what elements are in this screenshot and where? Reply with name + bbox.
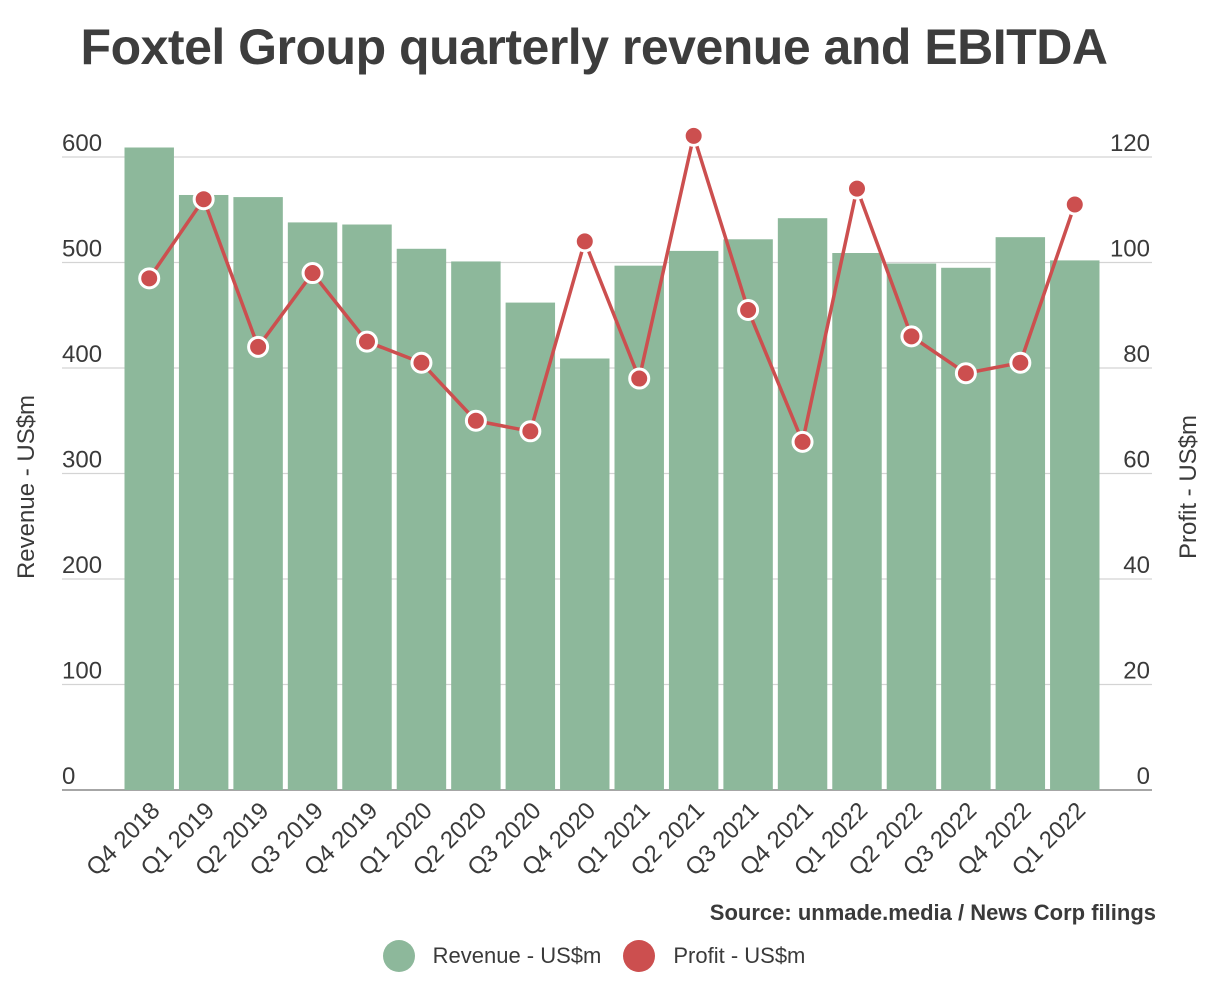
revenue-bar[interactable] bbox=[505, 302, 556, 790]
chart-title: Foxtel Group quarterly revenue and EBITD… bbox=[80, 19, 1108, 75]
profit-point[interactable] bbox=[628, 367, 651, 390]
left-tick-label: 600 bbox=[62, 130, 102, 157]
profit-point[interactable] bbox=[573, 230, 596, 253]
revenue-bar[interactable] bbox=[832, 253, 882, 790]
profit-point[interactable] bbox=[954, 362, 977, 385]
revenue-bar[interactable] bbox=[614, 265, 664, 790]
revenue-bar[interactable] bbox=[396, 248, 447, 790]
revenue-bar[interactable] bbox=[451, 261, 501, 790]
right-tick-label: 40 bbox=[1123, 552, 1150, 579]
revenue-bar[interactable] bbox=[124, 147, 174, 790]
legend-swatch-profit bbox=[623, 940, 656, 972]
profit-point[interactable] bbox=[410, 351, 433, 374]
legend-item-profit[interactable]: Profit - US$m bbox=[623, 940, 805, 972]
revenue-bar[interactable] bbox=[668, 250, 719, 790]
revenue-bar[interactable] bbox=[178, 194, 229, 791]
right-tick-label: 120 bbox=[1110, 130, 1150, 157]
revenue-bar[interactable] bbox=[560, 358, 610, 790]
profit-point[interactable] bbox=[1009, 351, 1032, 374]
profit-point[interactable] bbox=[192, 188, 215, 211]
revenue-bar[interactable] bbox=[723, 239, 773, 791]
revenue-bar[interactable] bbox=[941, 267, 991, 790]
profit-point[interactable] bbox=[791, 430, 814, 453]
left-tick-label: 500 bbox=[62, 236, 102, 263]
profit-point[interactable] bbox=[737, 298, 760, 321]
revenue-bars bbox=[124, 147, 1100, 791]
revenue-bar[interactable] bbox=[287, 222, 338, 790]
profit-point[interactable] bbox=[846, 177, 868, 200]
chart-plot: 0 100 200 300 400 500 600 0 20 40 60 80 100 120 Q4 2… bbox=[13, 124, 1202, 881]
profit-point[interactable] bbox=[519, 420, 542, 443]
left-tick-label: 100 bbox=[62, 658, 102, 685]
right-tick-label: 100 bbox=[1110, 236, 1150, 263]
profit-point[interactable] bbox=[1063, 193, 1086, 216]
profit-point[interactable] bbox=[138, 267, 161, 290]
profit-point[interactable] bbox=[247, 335, 270, 358]
profit-points bbox=[138, 124, 1086, 453]
revenue-bar[interactable] bbox=[777, 218, 828, 790]
revenue-bar[interactable] bbox=[886, 263, 937, 790]
left-tick-label: 300 bbox=[62, 447, 102, 474]
profit-point[interactable] bbox=[464, 409, 487, 432]
right-tick-label: 0 bbox=[1137, 763, 1150, 790]
right-tick-label: 20 bbox=[1123, 658, 1150, 685]
legend-swatch-revenue bbox=[382, 940, 415, 972]
profit-point[interactable] bbox=[301, 262, 324, 285]
legend-label-revenue: Revenue - US$m bbox=[432, 943, 602, 968]
profit-point[interactable] bbox=[900, 325, 923, 348]
right-axis-ticks: 0 20 40 60 80 100 120 bbox=[1110, 130, 1150, 790]
right-tick-label: 60 bbox=[1123, 447, 1150, 474]
legend-item-revenue[interactable]: Revenue - US$m bbox=[382, 940, 602, 972]
legend-label-profit: Profit - US$m bbox=[673, 943, 806, 968]
profit-point[interactable] bbox=[356, 330, 378, 353]
revenue-bar[interactable] bbox=[995, 237, 1046, 790]
left-axis-ticks: 0 100 200 300 400 500 600 bbox=[62, 130, 102, 790]
profit-point[interactable] bbox=[682, 124, 705, 147]
source-note: Source: unmade.media / News Corp filings bbox=[709, 900, 1156, 925]
left-tick-label: 400 bbox=[62, 341, 102, 368]
revenue-bar[interactable] bbox=[1050, 260, 1100, 790]
right-tick-label: 80 bbox=[1123, 341, 1150, 368]
y-axis-title: Revenue - US$m bbox=[13, 395, 40, 579]
left-tick-label: 0 bbox=[62, 763, 75, 790]
y2-axis-title: Profit - US$m bbox=[1175, 415, 1202, 559]
left-tick-label: 200 bbox=[62, 552, 102, 579]
revenue-bar[interactable] bbox=[233, 197, 283, 791]
revenue-bar[interactable] bbox=[342, 224, 392, 790]
legend: Revenue - US$m Profit - US$m bbox=[0, 940, 1188, 972]
